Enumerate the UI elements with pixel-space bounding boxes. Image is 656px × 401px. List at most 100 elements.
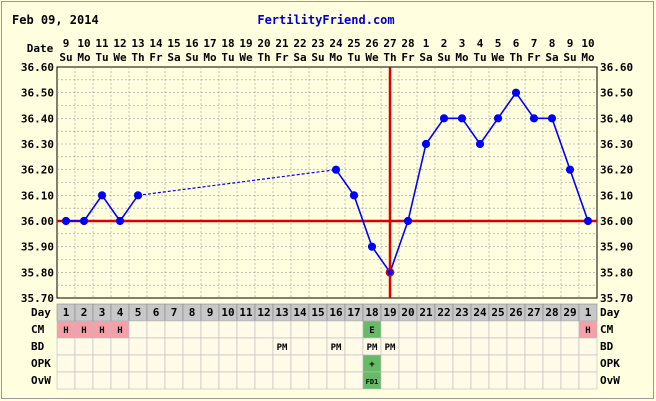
opk-cell bbox=[182, 354, 202, 373]
opk-cell bbox=[56, 354, 76, 373]
cm-cell bbox=[254, 320, 274, 339]
weekday-label: Su bbox=[311, 51, 324, 64]
ovw-cell bbox=[416, 371, 436, 390]
weekday-label: Tu bbox=[347, 51, 360, 64]
bd-cell bbox=[470, 337, 490, 356]
date-label: 12 bbox=[113, 37, 126, 50]
weekday-label: Th bbox=[131, 51, 144, 64]
y-tick-label-left: 35.90 bbox=[21, 241, 54, 254]
y-tick-label-left: 36.40 bbox=[21, 112, 54, 125]
temp-point bbox=[403, 216, 413, 226]
date-label: 21 bbox=[275, 37, 289, 50]
header-date: Feb 09, 2014 bbox=[12, 13, 99, 27]
cycle-day-label: 9 bbox=[207, 306, 214, 319]
cm-cell bbox=[200, 320, 220, 339]
weekday-label: Sa bbox=[545, 51, 558, 64]
ovw-cell bbox=[578, 371, 598, 390]
weekday-label: Sa bbox=[419, 51, 432, 64]
weekday-label: Th bbox=[509, 51, 522, 64]
row-label-opk: OPK bbox=[31, 357, 51, 370]
ovw-cell bbox=[200, 371, 220, 390]
temp-point bbox=[547, 114, 557, 123]
opk-cell bbox=[542, 354, 562, 373]
opk-cell bbox=[290, 354, 310, 373]
cm-cell bbox=[398, 320, 418, 339]
row-label-day-right: Day bbox=[600, 306, 620, 319]
date-label: 3 bbox=[459, 37, 466, 50]
cm-cell bbox=[542, 320, 562, 339]
temp-line-segment bbox=[551, 118, 571, 170]
weekday-label: Tu bbox=[221, 51, 234, 64]
temp-point bbox=[115, 216, 125, 226]
cm-cell bbox=[308, 320, 328, 339]
cycle-day-label: 14 bbox=[293, 306, 307, 319]
bd-cell bbox=[128, 337, 148, 356]
weekday-label: Mo bbox=[203, 51, 217, 64]
opk-cell bbox=[524, 354, 544, 373]
opk-cell bbox=[506, 354, 526, 373]
ovw-cell bbox=[164, 371, 184, 390]
date-label: 4 bbox=[477, 37, 484, 50]
cm-cell bbox=[164, 320, 184, 339]
ovw-cell bbox=[236, 371, 256, 390]
cycle-day-label: 22 bbox=[437, 306, 450, 319]
cm-cell bbox=[524, 320, 544, 339]
opk-cell bbox=[128, 354, 148, 373]
ovw-value: FD1 bbox=[366, 378, 379, 386]
bd-cell bbox=[398, 337, 418, 356]
temp-point bbox=[565, 165, 575, 174]
temp-line-segment bbox=[83, 194, 103, 222]
cycle-day-label: 11 bbox=[239, 306, 253, 319]
bd-cell bbox=[578, 337, 598, 356]
bd-cell bbox=[56, 337, 76, 356]
cycle-day-label: 19 bbox=[383, 306, 396, 319]
temp-point bbox=[493, 114, 503, 123]
ovw-cell bbox=[560, 371, 580, 390]
temp-line-segment bbox=[425, 117, 445, 145]
cycle-day-label: 7 bbox=[171, 306, 178, 319]
temp-point bbox=[133, 191, 143, 200]
opk-cell bbox=[146, 354, 166, 373]
ovw-cell bbox=[128, 371, 148, 390]
opk-cell bbox=[416, 354, 436, 373]
weekday-label: Fr bbox=[149, 51, 163, 64]
cycle-day-label: 3 bbox=[99, 306, 106, 319]
cm-value: H bbox=[99, 326, 104, 336]
bd-cell bbox=[74, 337, 94, 356]
bd-cell bbox=[146, 337, 166, 356]
cycle-day-label: 18 bbox=[365, 306, 378, 319]
cm-cell bbox=[146, 320, 166, 339]
date-label: 15 bbox=[167, 37, 180, 50]
temp-line-segment bbox=[119, 194, 139, 222]
y-tick-label-right: 36.50 bbox=[600, 87, 633, 100]
row-label-bd-right: BD bbox=[600, 340, 614, 353]
date-label: 8 bbox=[549, 37, 556, 50]
weekday-label: Su bbox=[185, 51, 198, 64]
bd-cell bbox=[434, 337, 454, 356]
bd-value: PM bbox=[367, 343, 378, 353]
bd-cell bbox=[92, 337, 112, 356]
cm-value: H bbox=[63, 326, 68, 336]
ovw-cell bbox=[344, 371, 364, 390]
bd-value: PM bbox=[385, 343, 396, 353]
y-tick-label-right: 36.00 bbox=[600, 215, 633, 228]
date-label: 11 bbox=[95, 37, 109, 50]
cm-value: E bbox=[369, 326, 374, 336]
opk-cell bbox=[560, 354, 580, 373]
weekday-label: Th bbox=[383, 51, 396, 64]
opk-cell bbox=[92, 354, 112, 373]
y-tick-label-left: 35.70 bbox=[21, 292, 54, 305]
temp-point bbox=[385, 267, 395, 277]
bd-cell bbox=[182, 337, 202, 356]
temp-line-segment bbox=[497, 92, 517, 119]
row-label-bd: BD bbox=[31, 340, 45, 353]
cm-cell bbox=[326, 320, 346, 339]
ovw-cell bbox=[308, 371, 328, 390]
opk-cell bbox=[236, 354, 256, 373]
temp-point bbox=[349, 191, 359, 200]
ovw-cell bbox=[326, 371, 346, 390]
ovw-cell bbox=[56, 371, 76, 390]
temp-line-segment bbox=[389, 220, 409, 273]
y-tick-label-right: 35.70 bbox=[600, 292, 633, 305]
